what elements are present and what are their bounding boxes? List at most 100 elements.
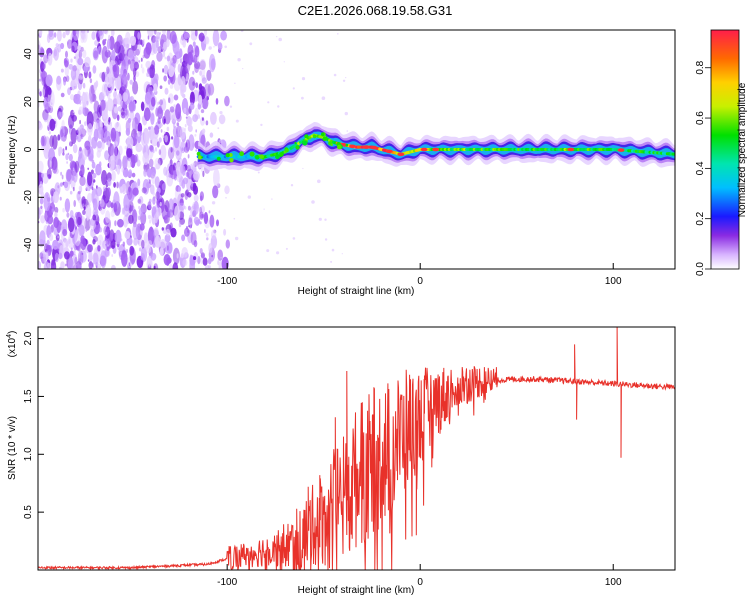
noise-blob: [63, 77, 67, 86]
noise-blob: [157, 117, 161, 125]
noise-blob: [96, 141, 103, 149]
snr-multiplier-exponent: 4: [6, 334, 13, 338]
spectrogram-y-axis: -40 -20 0 20 40: [23, 48, 44, 252]
noise-blob: [69, 250, 74, 257]
noise-blob: [91, 154, 94, 160]
noise-blob: [144, 155, 150, 164]
noise-blob: [106, 38, 111, 50]
noise-dot: [208, 46, 212, 50]
noise-blob: [192, 162, 196, 168]
snr-frame: [37, 326, 676, 571]
noise-blob: [106, 98, 114, 112]
noise-dot: [219, 111, 223, 115]
noise-blob: [92, 198, 96, 203]
y-tick-label: 2.0: [23, 331, 34, 345]
noise-blob: [125, 169, 128, 178]
ridge-hotspot: [385, 149, 393, 154]
noise-blob: [165, 228, 171, 236]
noise-blob: [194, 133, 197, 137]
noise-blob: [166, 55, 171, 62]
noise-blob: [70, 94, 75, 101]
noise-blob: [129, 122, 132, 126]
noise-blob: [61, 174, 64, 180]
noise-blob: [160, 145, 167, 161]
noise-blob: [140, 101, 145, 112]
noise-blob: [123, 215, 129, 228]
noise-blob: [148, 158, 154, 168]
noise-blob: [64, 263, 68, 267]
noise-blob: [183, 145, 190, 153]
noise-blob: [73, 200, 76, 207]
noise-blob: [148, 262, 151, 267]
ridge-hotspot: [362, 145, 370, 149]
noise-blob: [118, 60, 121, 66]
noise-blob: [115, 229, 122, 245]
noise-blob: [99, 240, 102, 246]
noise-blob: [62, 148, 65, 154]
noise-blob: [43, 54, 49, 64]
noise-blob: [168, 93, 174, 104]
noise-blob: [44, 136, 50, 145]
noise-blob: [113, 63, 120, 79]
noise-blob: [147, 201, 151, 210]
noise-blob: [75, 136, 79, 140]
noise-blob: [92, 214, 97, 221]
noise-blob: [102, 239, 109, 250]
noise-blob: [51, 157, 58, 174]
noise-blob: [151, 136, 159, 147]
noise-blob: [201, 97, 209, 110]
noise-blob: [80, 238, 87, 251]
x-tick-label: 0: [417, 577, 423, 588]
noise-blob: [159, 247, 164, 256]
noise-blob: [86, 30, 89, 34]
noise-blob: [73, 264, 78, 269]
noise-dot: [276, 36, 278, 38]
noise-blob: [126, 248, 128, 253]
noise-dot: [247, 195, 251, 199]
noise-blob: [135, 48, 140, 56]
ridge-blob: [275, 154, 280, 160]
noise-blob: [198, 94, 203, 105]
noise-blob: [202, 170, 205, 178]
noise-blob: [150, 112, 155, 125]
noise-blob: [157, 187, 161, 194]
noise-blob: [138, 40, 141, 45]
noise-blob: [110, 202, 114, 209]
noise-blob: [91, 31, 96, 40]
noise-blob: [187, 116, 193, 127]
noise-blob: [205, 120, 209, 126]
x-tick-label: 0: [417, 276, 423, 287]
noise-blob: [155, 163, 161, 170]
noise-blob: [69, 190, 73, 195]
noise-blob: [56, 30, 62, 42]
ridge-blob: [337, 144, 342, 150]
noise-blob: [159, 201, 162, 207]
noise-blob: [169, 263, 173, 269]
noise-blob: [199, 221, 202, 225]
noise-blob: [190, 231, 197, 246]
noise-blob: [151, 35, 159, 54]
noise-blob: [148, 126, 151, 130]
noise-blob: [87, 192, 93, 203]
snr-y-axis: 0.5 1.0 1.5 2.0: [23, 331, 44, 519]
noise-blob: [132, 222, 139, 240]
noise-blob: [155, 40, 160, 49]
noise-blob: [149, 64, 156, 79]
noise-blob: [192, 81, 195, 86]
noise-blob: [145, 60, 151, 69]
noise-blob: [43, 96, 49, 110]
noise-blob: [116, 34, 123, 47]
noise-blob: [200, 257, 203, 265]
noise-blob: [48, 233, 54, 241]
spectrogram-x-axis: -100 0 100: [217, 263, 622, 287]
noise-blob: [162, 68, 164, 73]
noise-blob: [77, 216, 82, 226]
noise-blob: [173, 135, 180, 149]
noise-blob: [199, 70, 203, 76]
noise-blob: [87, 171, 93, 186]
noise-blob: [57, 111, 62, 121]
noise-blob: [59, 196, 62, 201]
noise-blob: [84, 56, 91, 68]
noise-blob: [38, 39, 41, 56]
